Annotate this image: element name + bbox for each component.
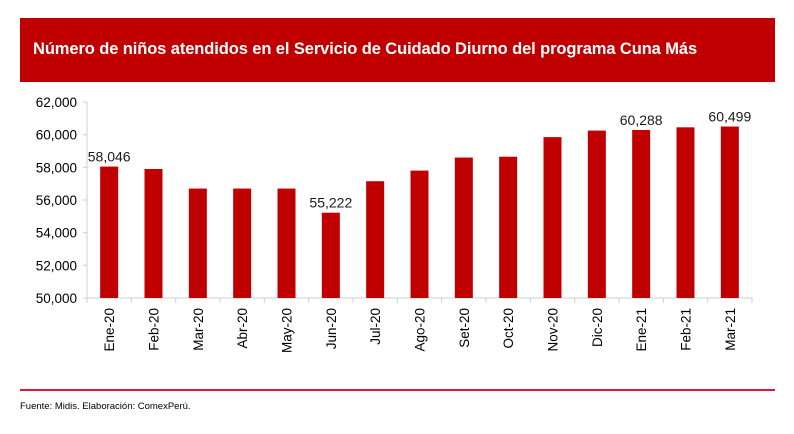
x-tick-label: Abr-20	[235, 308, 250, 349]
bar	[632, 129, 651, 298]
bar	[321, 212, 340, 298]
bar	[366, 181, 385, 298]
x-tick-label: Nov-20	[546, 308, 561, 352]
bar	[188, 188, 207, 298]
chart-title: Número de niños atendidos en el Servicio…	[33, 40, 698, 58]
y-tick-label: 50,000	[36, 291, 77, 306]
y-tick-label: 56,000	[36, 193, 77, 208]
title-banner: Número de niños atendidos en el Servicio…	[20, 18, 775, 82]
y-tick-label: 62,000	[36, 95, 77, 110]
x-tick-label: Dic-20	[590, 308, 605, 347]
bar	[587, 130, 606, 298]
data-label: 58,046	[88, 149, 131, 165]
x-tick-label: Mar-20	[191, 308, 206, 351]
data-label: 55,222	[309, 195, 352, 211]
x-tick-label: Feb-21	[679, 308, 694, 351]
x-tick-label: Jul-20	[368, 308, 383, 345]
bars	[100, 126, 739, 299]
x-tick-label: Feb-20	[147, 308, 162, 351]
bar	[543, 137, 562, 298]
x-tick-label: Ago-20	[413, 308, 428, 352]
x-tick-label: Mar-21	[723, 308, 738, 351]
source-note: Fuente: Midis. Elaboración: ComexPerú.	[20, 401, 191, 412]
bar	[499, 156, 518, 298]
bar	[410, 170, 429, 298]
bar	[144, 168, 163, 298]
y-tick-label: 54,000	[36, 226, 77, 241]
bar	[233, 188, 252, 298]
x-tick-label: Set-20	[457, 308, 472, 348]
labels: Ene-20 Feb-20 Mar-20 Abr-20 May-20 Jun-20 Jul-…	[88, 109, 752, 353]
y-tick-label: 52,000	[36, 258, 77, 273]
x-tick-label: Ene-20	[102, 308, 117, 352]
x-tick-label: May-20	[280, 308, 295, 353]
bar	[676, 127, 695, 298]
x-tick-label: Ene-21	[634, 308, 649, 352]
bar	[454, 157, 473, 298]
y-tick-label: 60,000	[36, 128, 77, 143]
bar	[100, 166, 119, 298]
data-label: 60,499	[708, 109, 751, 125]
x-tick-label: Jun-20	[324, 308, 339, 349]
bar	[720, 126, 739, 299]
y-tick-label: 58,000	[36, 160, 77, 175]
data-label: 60,288	[620, 112, 663, 128]
bar	[277, 188, 296, 298]
x-tick-label: Oct-20	[501, 308, 516, 349]
footer-divider	[20, 389, 775, 391]
